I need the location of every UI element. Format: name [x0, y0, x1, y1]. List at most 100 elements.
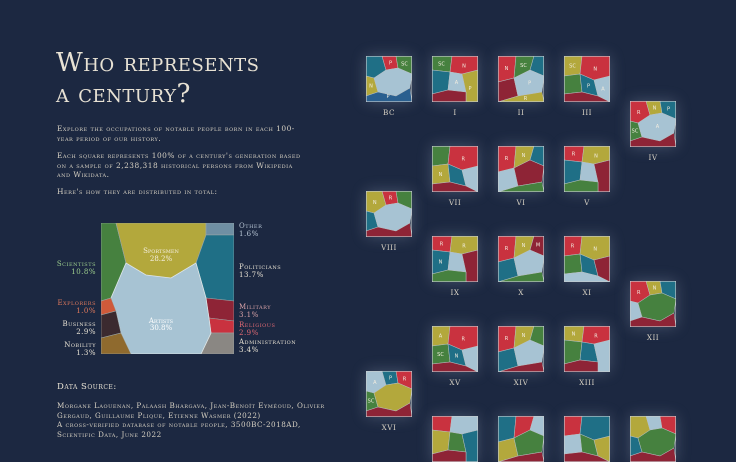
- century-cell-mark: SC: [438, 62, 445, 68]
- century-cell-mark: N: [439, 260, 443, 266]
- title-line-2: a century?: [56, 79, 191, 109]
- century-label: IV: [648, 153, 658, 162]
- century-cell-mark: SC: [437, 352, 444, 358]
- century-cell-mark: N: [653, 106, 657, 112]
- legend-military-value: 3.1%: [239, 311, 259, 319]
- century-cell-mark: N: [455, 354, 459, 360]
- century-voronoi: RN: [630, 281, 676, 327]
- intro-paragraph-3: Here's how they are distributed in total…: [57, 187, 218, 196]
- legend-scientists-name: Scientists: [56, 260, 96, 268]
- century-cell: [366, 402, 412, 417]
- century-cell-mark: R: [403, 377, 407, 383]
- century-cell-mark: N: [594, 154, 598, 160]
- legend-administration: Administration 3.4%: [239, 338, 296, 354]
- century-cell: [498, 271, 544, 282]
- century-square[interactable]: N SC P R: [498, 56, 544, 102]
- century-cell: [461, 165, 478, 192]
- intro-paragraph-1: Explore the occupations of notable peopl…: [57, 124, 295, 143]
- century-cell-mark: P: [667, 107, 670, 113]
- century-square[interactable]: A R SC N: [432, 326, 478, 372]
- century-cell-mark: A: [455, 80, 459, 86]
- century-voronoi: NR: [366, 191, 412, 237]
- century-cell-mark: N: [593, 246, 597, 252]
- century-voronoi: R R N: [432, 236, 478, 282]
- century-square[interactable]: SC N A P: [432, 56, 478, 102]
- legend-religious-value: 2.9%: [239, 329, 259, 337]
- century-cell-mark: P: [587, 84, 590, 90]
- century-cell-mark: N: [653, 286, 657, 292]
- century-cell-mark: R: [505, 156, 509, 162]
- legend-explorers-name: Explorers: [57, 299, 96, 307]
- century-cell-mark: N: [369, 84, 373, 90]
- legend-nobility-value: 1.3%: [76, 349, 96, 357]
- century-cell: [659, 281, 676, 300]
- century-label: XV: [449, 378, 461, 387]
- century-cell-mark: R: [572, 152, 576, 158]
- century-cell: [593, 255, 610, 282]
- century-square[interactable]: P SC N P: [366, 56, 412, 102]
- legend-nobility: Nobility 1.3%: [36, 341, 96, 357]
- century-cell: [564, 433, 583, 455]
- century-cell-mark: M: [536, 243, 540, 249]
- century-cell-mark: A: [439, 334, 443, 340]
- cell-religious: [208, 317, 234, 334]
- century-cell: [432, 269, 467, 282]
- century-cell: [395, 371, 412, 390]
- century-square[interactable]: R R N: [432, 236, 478, 282]
- century-cell: [498, 181, 544, 192]
- century-cell: [432, 361, 478, 372]
- century-square[interactable]: A P R SC: [366, 371, 412, 417]
- legend-explorers: Explorers 1.0%: [36, 299, 96, 315]
- century-cell: [366, 87, 412, 102]
- legend-business-name: Business: [62, 320, 96, 328]
- legend-scientists: Scientists 10.8%: [36, 260, 96, 276]
- legend-explorers-value: 1.0%: [76, 307, 96, 315]
- century-cell-mark: SC: [632, 129, 639, 135]
- century-cell-mark: R: [461, 336, 465, 342]
- century-cell: [564, 179, 599, 192]
- century-square[interactable]: [432, 416, 478, 462]
- century-cell-mark: N: [593, 66, 597, 72]
- legend-military-name: Military: [239, 303, 272, 311]
- century-cell: [395, 191, 412, 210]
- century-label: VII: [448, 198, 462, 207]
- century-square[interactable]: [630, 416, 676, 462]
- inside-value-artists: 30.8%: [150, 324, 173, 332]
- legend-scientists-value: 10.8%: [71, 268, 96, 276]
- century-cell: [564, 359, 599, 372]
- data-source-authors: Morgane Laouenan, Palaash Bhargava, Jean…: [57, 401, 325, 420]
- century-cell: [593, 75, 610, 102]
- century-cell-mark: N: [505, 66, 509, 72]
- century-cell-mark: R: [505, 336, 509, 342]
- century-cell: [513, 429, 544, 457]
- century-voronoi: N SC P R: [498, 56, 544, 102]
- legend-administration-value: 3.4%: [239, 346, 259, 354]
- title-line-1: Who represents: [56, 48, 260, 78]
- century-cell: [513, 159, 544, 187]
- century-square[interactable]: [564, 416, 610, 462]
- total-distribution-chart[interactable]: Sportsmen 28.2% Artists 30.8%: [101, 223, 234, 354]
- century-voronoi: [432, 416, 478, 462]
- century-label: III: [581, 108, 593, 117]
- century-square[interactable]: R N P SC A: [630, 101, 676, 147]
- century-square[interactable]: SC N P A: [564, 56, 610, 102]
- century-cell-mark: R: [524, 96, 528, 102]
- century-cell-mark: N: [373, 200, 377, 206]
- century-square[interactable]: [498, 416, 544, 462]
- inside-value-sportsmen: 28.2%: [150, 255, 173, 263]
- century-cell: [395, 56, 412, 75]
- legend-politicians-value: 13.7%: [239, 271, 264, 279]
- century-cell: [513, 249, 544, 277]
- legend-religious: Religious 2.9%: [239, 321, 275, 337]
- century-label: V: [584, 198, 590, 207]
